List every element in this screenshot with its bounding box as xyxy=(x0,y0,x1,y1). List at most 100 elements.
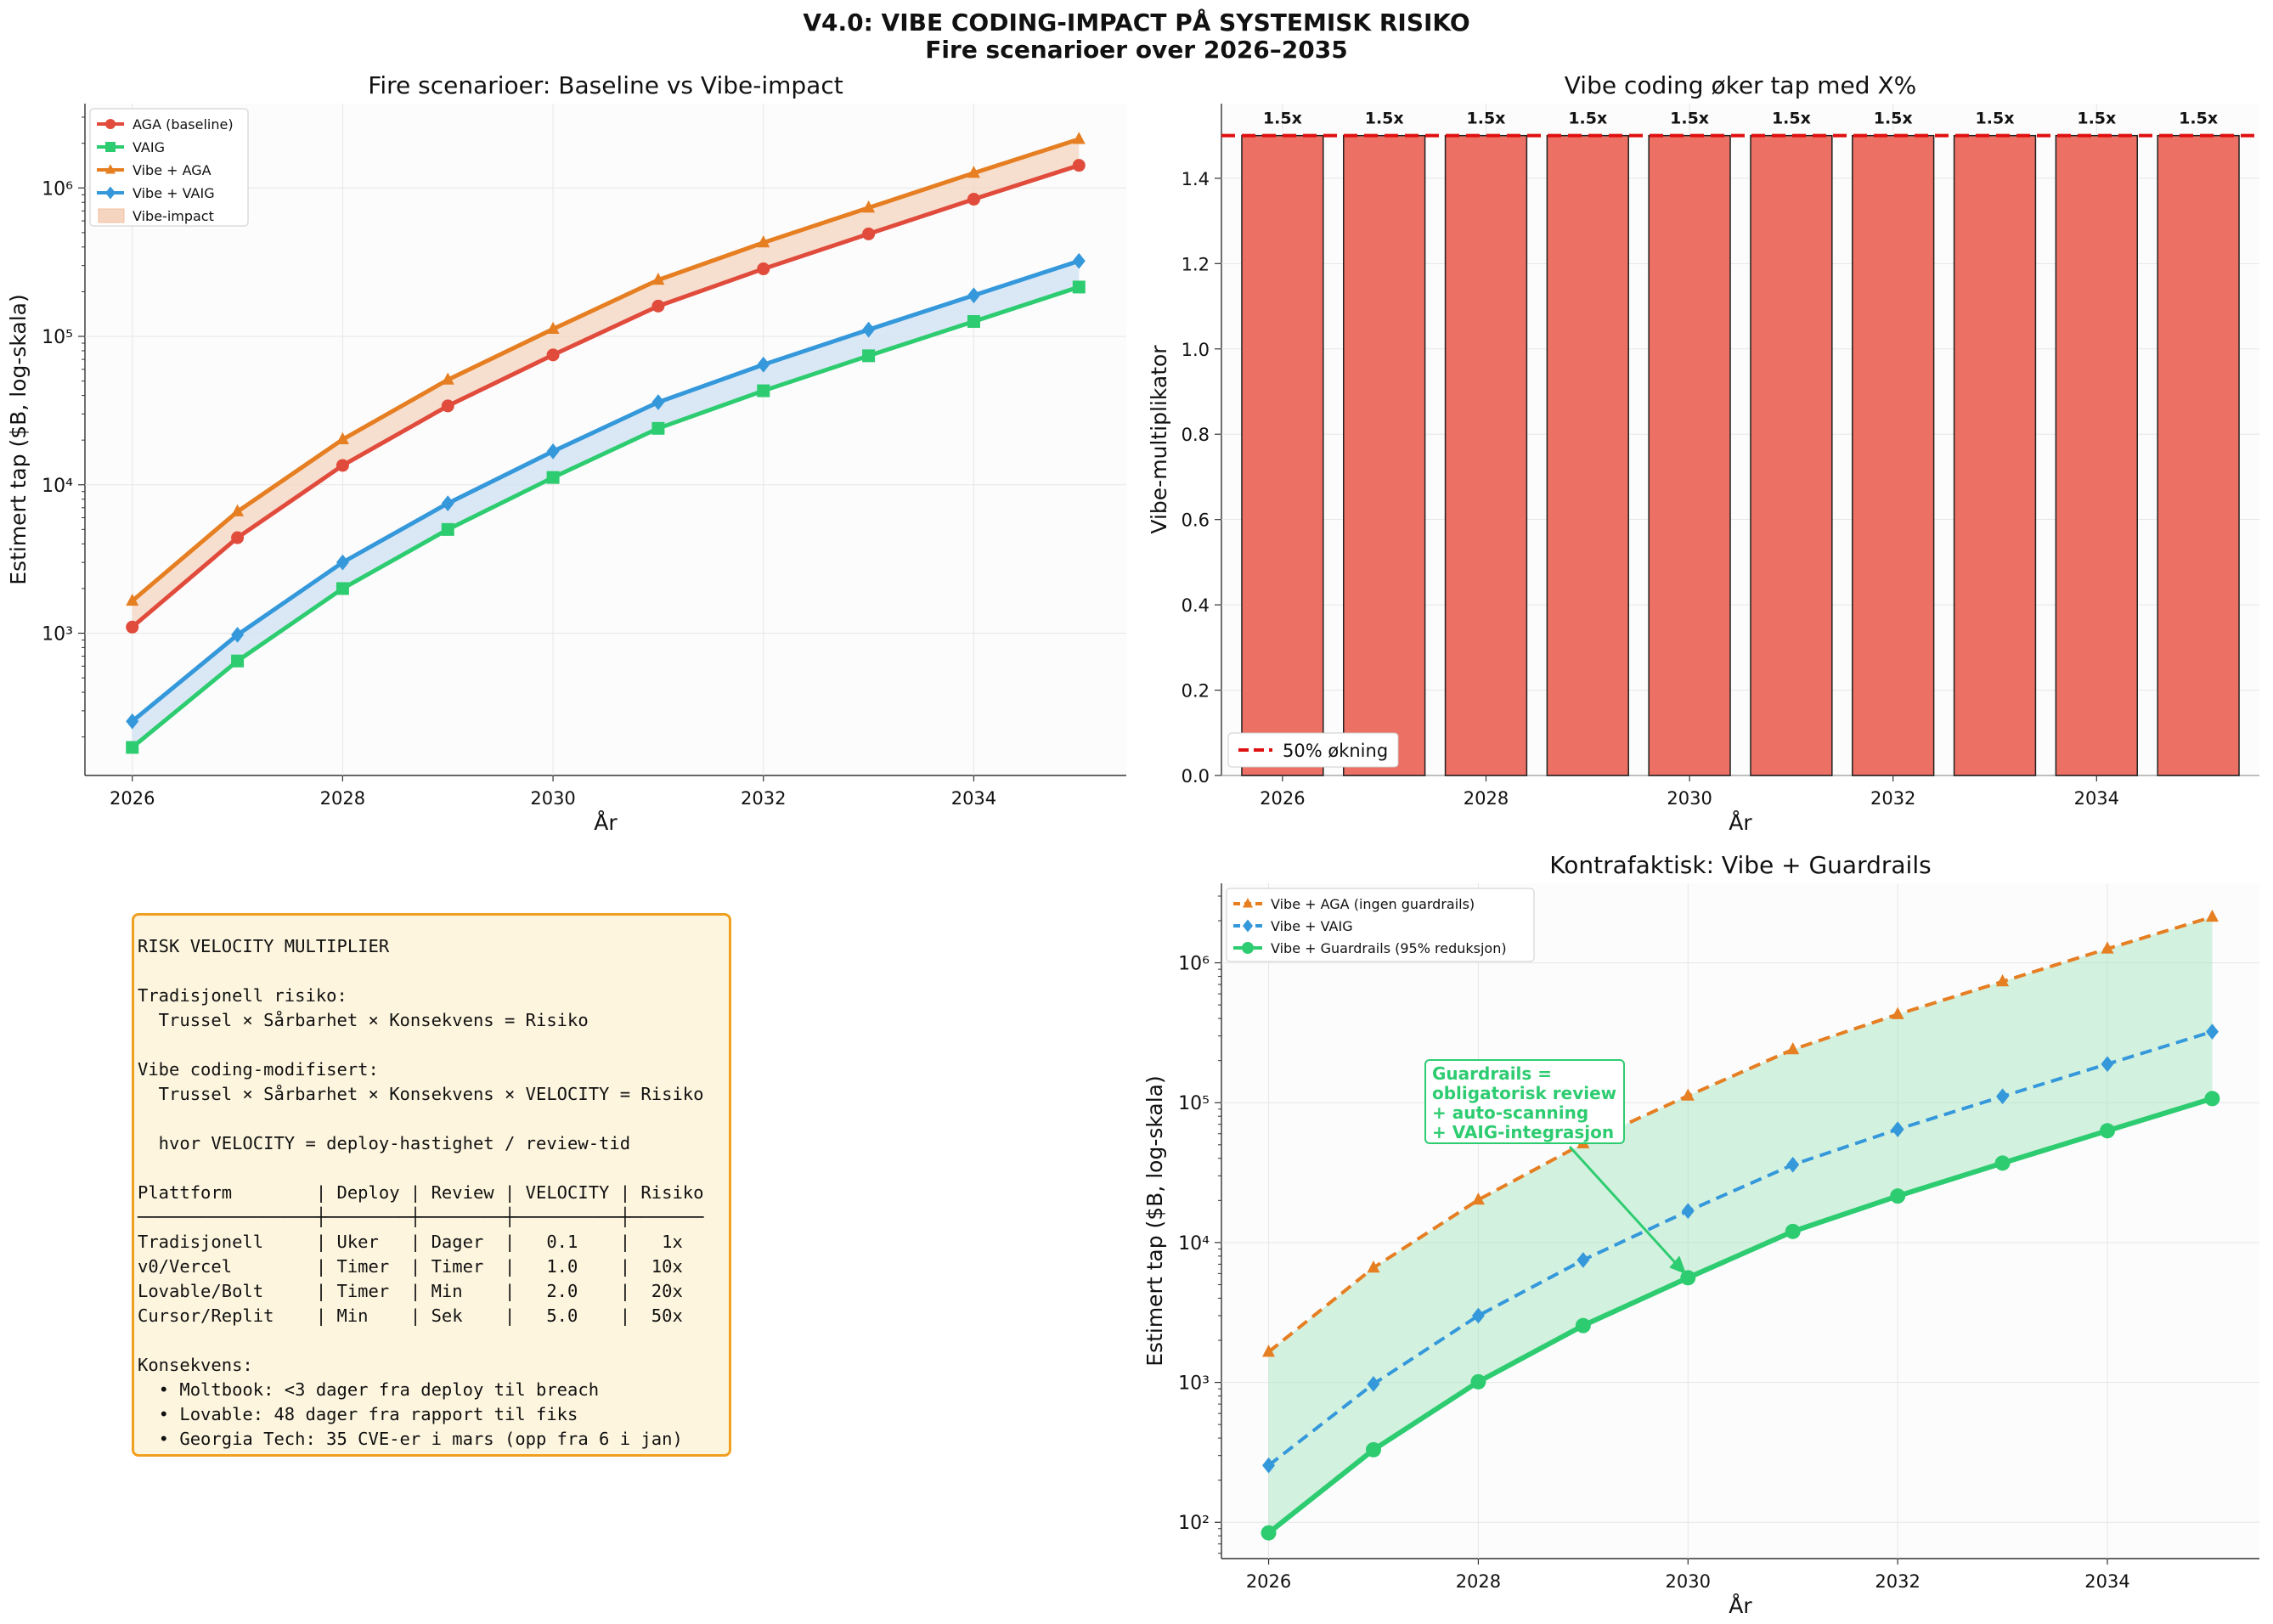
data-point xyxy=(1072,280,1086,294)
annotation-text: obligatorisk review xyxy=(1432,1083,1616,1103)
x-tick-label: 2034 xyxy=(2084,1571,2129,1592)
legend-marker xyxy=(105,164,116,174)
legend-label: Vibe + AGA (ingen guardrails) xyxy=(1271,896,1475,912)
bar-label: 1.5x xyxy=(1670,110,1709,128)
data-point xyxy=(1890,1188,1906,1204)
annotation-text: Guardrails = xyxy=(1432,1063,1552,1084)
series-line xyxy=(1267,915,2214,1354)
data-point xyxy=(1891,1121,1904,1137)
data-point xyxy=(1786,1156,1800,1173)
data-point xyxy=(757,262,770,276)
figure-subtitle: Fire scenarioer over 2026–2035 xyxy=(925,36,1348,64)
data-point xyxy=(126,593,139,606)
y-tick-label: 10³ xyxy=(42,623,73,645)
bar-label: 1.5x xyxy=(1976,110,2015,128)
y-tick-label: 10⁶ xyxy=(1178,954,1210,975)
x-tick-label: 2026 xyxy=(110,788,155,809)
data-point xyxy=(546,471,560,484)
guardrails-band xyxy=(1268,916,2213,1533)
y-tick-label: 0.4 xyxy=(1182,595,1210,616)
series-line xyxy=(131,163,1080,629)
legend-box xyxy=(89,108,249,227)
x-tick-label: 2032 xyxy=(1875,1571,1920,1592)
data-point xyxy=(757,384,770,398)
data-point xyxy=(1471,1307,1485,1324)
figure-title: V4.0: VIBE CODING-IMPACT PÅ SYSTEMISK RI… xyxy=(803,8,1470,37)
data-point xyxy=(1575,1317,1591,1334)
y-tick-label: 0.8 xyxy=(1182,425,1210,445)
data-point xyxy=(546,321,560,335)
data-point xyxy=(1367,1376,1380,1392)
data-point xyxy=(336,459,349,472)
data-point xyxy=(2205,909,2219,922)
bar xyxy=(1546,134,1629,776)
data-point xyxy=(336,554,349,571)
x-tick-label: 2030 xyxy=(530,788,575,809)
data-point xyxy=(1471,1192,1485,1205)
bar-label: 1.5x xyxy=(1365,110,1404,128)
legend-label: Vibe + VAIG xyxy=(1271,918,1353,934)
chart-title: Kontrafaktisk: Vibe + Guardrails xyxy=(1549,851,1931,879)
data-point xyxy=(1994,1155,2011,1171)
data-point xyxy=(231,654,245,668)
legend-fill-swatch xyxy=(98,208,125,223)
y-tick-label: 10⁶ xyxy=(42,178,73,200)
bar xyxy=(1750,134,1833,776)
data-point xyxy=(967,166,980,178)
legend-marker xyxy=(105,119,116,129)
data-point xyxy=(1262,1457,1276,1474)
bar-label: 1.5x xyxy=(1772,110,1811,128)
data-point xyxy=(2101,941,2114,954)
y-axis-label: Vibe-multiplikator xyxy=(1147,345,1171,534)
chart-title: Fire scenarioer: Baseline vs Vibe-impact xyxy=(368,71,843,99)
data-point xyxy=(126,620,139,634)
legend-label: Vibe + AGA xyxy=(133,162,212,178)
data-point xyxy=(2204,1091,2220,1107)
y-tick-label: 1.2 xyxy=(1182,254,1210,274)
x-axis-label: År xyxy=(1729,1593,1752,1618)
x-tick-label: 2026 xyxy=(1260,788,1305,809)
data-point xyxy=(1470,1373,1486,1390)
data-point xyxy=(651,272,665,285)
bar-label: 1.5x xyxy=(1568,110,1607,128)
data-point xyxy=(967,314,980,328)
data-point xyxy=(1786,1042,1800,1055)
data-point xyxy=(1365,1441,1381,1458)
y-tick-label: 1.0 xyxy=(1182,340,1210,360)
data-point xyxy=(126,713,139,730)
x-tick-label: 2026 xyxy=(1246,1571,1291,1592)
bar-label: 1.5x xyxy=(2077,110,2116,128)
data-point xyxy=(1681,1203,1695,1220)
data-point xyxy=(126,741,139,754)
x-tick-label: 2028 xyxy=(1464,788,1509,809)
data-point xyxy=(862,349,876,363)
data-point xyxy=(1367,1260,1380,1273)
legend-marker xyxy=(105,142,116,152)
legend-marker xyxy=(1242,942,1254,954)
data-point xyxy=(862,227,876,240)
data-point xyxy=(1681,1088,1695,1101)
annotation-text: + auto-scanning xyxy=(1432,1102,1588,1123)
data-point xyxy=(1072,132,1086,144)
data-point xyxy=(441,495,454,511)
data-point xyxy=(231,504,245,516)
series-line xyxy=(1267,1029,2214,1467)
bar xyxy=(1444,134,1528,776)
y-tick-label: 10⁴ xyxy=(1178,1233,1210,1255)
data-point xyxy=(1262,1345,1276,1357)
series-line xyxy=(1266,1096,2214,1536)
data-point xyxy=(441,399,454,413)
x-tick-label: 2028 xyxy=(320,788,365,809)
data-point xyxy=(441,372,454,385)
bar xyxy=(1241,134,1324,776)
data-point xyxy=(651,299,665,313)
data-point xyxy=(1072,159,1086,172)
x-tick-label: 2034 xyxy=(951,788,996,809)
data-point xyxy=(2205,1023,2219,1040)
data-point xyxy=(862,200,876,213)
bar xyxy=(1343,134,1426,776)
data-point xyxy=(1996,973,2010,987)
data-point xyxy=(757,235,770,248)
x-tick-label: 2032 xyxy=(1870,788,1915,809)
data-point xyxy=(1891,1007,1904,1019)
